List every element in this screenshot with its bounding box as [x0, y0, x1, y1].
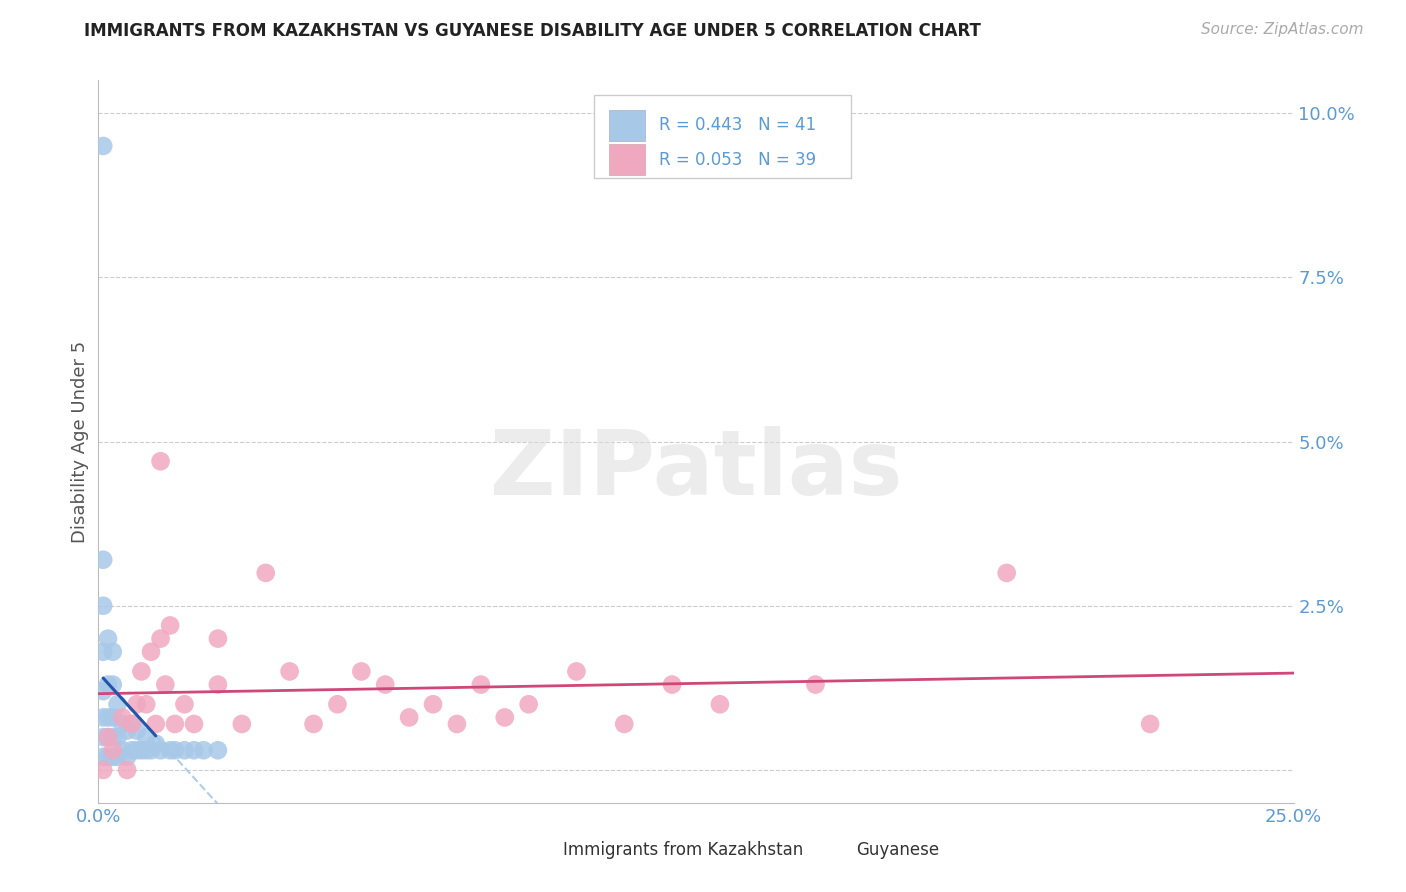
- Point: [207, 677, 229, 691]
- Point: [494, 710, 516, 724]
- Point: [91, 710, 114, 724]
- Point: [107, 749, 129, 764]
- Point: [107, 730, 129, 744]
- Point: [125, 743, 148, 757]
- Point: [145, 737, 167, 751]
- Point: [149, 454, 172, 468]
- Point: [422, 698, 444, 712]
- Point: [374, 677, 396, 691]
- Point: [91, 553, 114, 567]
- Point: [173, 698, 195, 712]
- Point: [135, 730, 157, 744]
- Point: [183, 743, 205, 757]
- Point: [91, 763, 114, 777]
- Point: [193, 743, 215, 757]
- Point: [97, 677, 120, 691]
- Point: [97, 730, 120, 744]
- Point: [173, 743, 195, 757]
- Point: [91, 684, 114, 698]
- Point: [101, 749, 124, 764]
- Point: [97, 749, 120, 764]
- Point: [91, 730, 114, 744]
- Point: [121, 743, 143, 757]
- FancyBboxPatch shape: [595, 95, 852, 178]
- Text: Guyanese: Guyanese: [856, 841, 939, 859]
- Point: [125, 698, 148, 712]
- Bar: [523, 833, 548, 866]
- Point: [350, 665, 373, 679]
- Point: [231, 717, 253, 731]
- Point: [398, 710, 420, 724]
- Point: [326, 698, 349, 712]
- Point: [111, 743, 134, 757]
- Point: [131, 743, 153, 757]
- Point: [159, 618, 181, 632]
- Point: [91, 645, 114, 659]
- Point: [149, 743, 172, 757]
- Text: R = 0.053   N = 39: R = 0.053 N = 39: [659, 151, 815, 169]
- Point: [111, 717, 134, 731]
- Point: [804, 677, 827, 691]
- Point: [163, 717, 186, 731]
- Point: [91, 599, 114, 613]
- Point: [131, 665, 153, 679]
- Point: [121, 717, 143, 731]
- Bar: [815, 833, 842, 866]
- Point: [446, 717, 468, 731]
- Y-axis label: Disability Age Under 5: Disability Age Under 5: [70, 341, 89, 542]
- Point: [139, 743, 162, 757]
- Point: [163, 743, 186, 757]
- Point: [97, 632, 120, 646]
- Point: [470, 677, 492, 691]
- Text: ZIPatlas: ZIPatlas: [489, 426, 903, 515]
- Point: [302, 717, 325, 731]
- Text: Immigrants from Kazakhstan: Immigrants from Kazakhstan: [564, 841, 804, 859]
- Point: [107, 698, 129, 712]
- Point: [135, 698, 157, 712]
- Point: [91, 139, 114, 153]
- Point: [207, 743, 229, 757]
- Point: [565, 665, 588, 679]
- Point: [709, 698, 731, 712]
- Point: [254, 566, 277, 580]
- Text: IMMIGRANTS FROM KAZAKHSTAN VS GUYANESE DISABILITY AGE UNDER 5 CORRELATION CHART: IMMIGRANTS FROM KAZAKHSTAN VS GUYANESE D…: [84, 22, 981, 40]
- Point: [613, 717, 636, 731]
- Bar: [609, 111, 644, 141]
- Point: [183, 717, 205, 731]
- Point: [145, 717, 167, 731]
- Text: Source: ZipAtlas.com: Source: ZipAtlas.com: [1201, 22, 1364, 37]
- Point: [278, 665, 301, 679]
- Point: [995, 566, 1018, 580]
- Point: [207, 632, 229, 646]
- Point: [139, 645, 162, 659]
- Point: [115, 749, 138, 764]
- Point: [661, 677, 683, 691]
- Text: R = 0.443   N = 41: R = 0.443 N = 41: [659, 117, 815, 135]
- Point: [155, 677, 177, 691]
- Point: [101, 730, 124, 744]
- Point: [159, 743, 181, 757]
- Bar: [609, 145, 644, 175]
- Point: [101, 743, 124, 757]
- Point: [115, 763, 138, 777]
- Point: [115, 723, 138, 738]
- Point: [97, 730, 120, 744]
- Point: [1139, 717, 1161, 731]
- Point: [111, 710, 134, 724]
- Point: [91, 749, 114, 764]
- Point: [101, 710, 124, 724]
- Point: [101, 645, 124, 659]
- Point: [121, 717, 143, 731]
- Point: [97, 710, 120, 724]
- Point: [125, 723, 148, 738]
- Point: [101, 677, 124, 691]
- Point: [149, 632, 172, 646]
- Point: [517, 698, 540, 712]
- Point: [135, 743, 157, 757]
